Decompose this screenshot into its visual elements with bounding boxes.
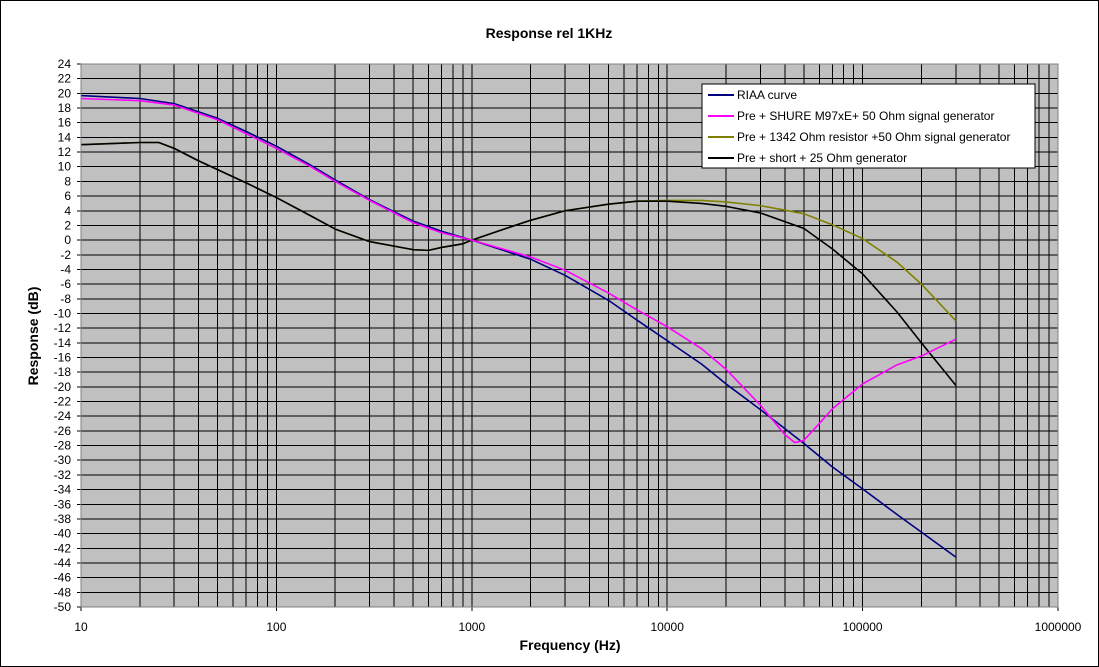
y-tick-label: 12 bbox=[58, 145, 72, 159]
y-tick-label: -30 bbox=[54, 453, 72, 467]
y-tick-label: -50 bbox=[54, 600, 72, 614]
x-tick-label: 100 bbox=[266, 620, 286, 634]
legend-label: RIAA curve bbox=[737, 88, 797, 102]
y-tick-label: -12 bbox=[54, 321, 72, 335]
y-tick-label: 24 bbox=[58, 57, 72, 71]
y-axis-ticks: -50-48-46-44-42-40-38-36-34-32-30-28-26-… bbox=[54, 57, 81, 614]
y-tick-label: -8 bbox=[60, 292, 71, 306]
y-tick-label: -20 bbox=[54, 380, 72, 394]
x-tick-label: 100000 bbox=[843, 620, 883, 634]
y-tick-label: 20 bbox=[58, 86, 72, 100]
y-tick-label: -18 bbox=[54, 365, 72, 379]
x-tick-label: 10 bbox=[74, 620, 88, 634]
y-tick-label: -26 bbox=[54, 424, 72, 438]
y-tick-label: 4 bbox=[64, 204, 71, 218]
y-tick-label: -38 bbox=[54, 512, 72, 526]
plot-border bbox=[80, 63, 1059, 608]
y-tick-label: 2 bbox=[64, 218, 71, 232]
legend: RIAA curve Pre + SHURE M97xE+ 50 Ohm sign… bbox=[701, 83, 1036, 169]
y-tick-label: 10 bbox=[58, 160, 72, 174]
y-tick-label: -4 bbox=[60, 262, 71, 276]
chart-title: Response rel 1KHz bbox=[486, 25, 613, 41]
legend-label: Pre + SHURE M97xE+ 50 Ohm signal generat… bbox=[737, 109, 994, 123]
y-tick-label: 22 bbox=[58, 72, 72, 86]
y-tick-label: -28 bbox=[54, 439, 72, 453]
legend-label: Pre + 1342 Ohm resistor +50 Ohm signal g… bbox=[737, 130, 1010, 144]
y-tick-label: 18 bbox=[58, 101, 72, 115]
x-tick-label: 1000 bbox=[458, 620, 485, 634]
y-tick-label: 16 bbox=[58, 116, 72, 130]
y-tick-label: -14 bbox=[54, 336, 72, 350]
y-axis-title: Response (dB) bbox=[25, 287, 41, 386]
y-tick-label: 6 bbox=[64, 189, 71, 203]
y-tick-label: -24 bbox=[54, 409, 72, 423]
y-tick-label: -34 bbox=[54, 483, 72, 497]
y-tick-label: 0 bbox=[64, 233, 71, 247]
legend-box bbox=[701, 83, 1036, 169]
y-tick-label: -10 bbox=[54, 306, 72, 320]
y-tick-label: -6 bbox=[60, 277, 71, 291]
series-line-2 bbox=[80, 97, 957, 444]
y-tick-label: -48 bbox=[54, 585, 72, 599]
series-lines bbox=[80, 94, 957, 558]
legend-label: Pre + short + 25 Ohm generator bbox=[737, 151, 907, 165]
y-tick-label: -44 bbox=[54, 556, 72, 570]
y-tick-label: -40 bbox=[54, 527, 72, 541]
y-tick-label: -42 bbox=[54, 541, 72, 555]
series-line-1 bbox=[80, 94, 957, 558]
y-tick-label: 14 bbox=[58, 130, 72, 144]
x-axis-ticks: 10 100 1000 10000 100000 1000000 bbox=[74, 607, 1082, 634]
y-tick-label: -32 bbox=[54, 468, 72, 482]
x-tick-label: 10000 bbox=[651, 620, 685, 634]
y-tick-label: -16 bbox=[54, 351, 72, 365]
y-tick-label: 8 bbox=[64, 174, 71, 188]
y-tick-label: -22 bbox=[54, 395, 72, 409]
y-tick-label: -46 bbox=[54, 571, 72, 585]
x-tick-label: 1000000 bbox=[1035, 620, 1082, 634]
x-axis-title: Frequency (Hz) bbox=[519, 637, 620, 653]
y-tick-label: -2 bbox=[60, 248, 71, 262]
y-tick-label: -36 bbox=[54, 497, 72, 511]
